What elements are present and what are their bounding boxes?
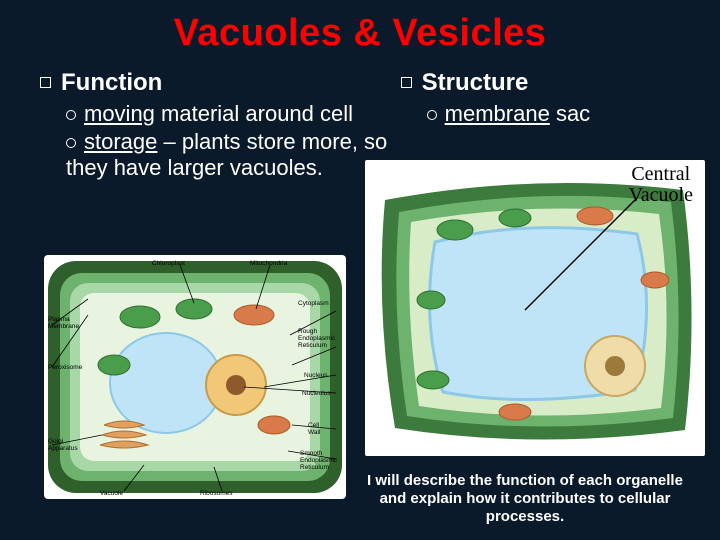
structure-heading-text: Structure xyxy=(422,69,529,96)
circle-bullet-icon xyxy=(66,110,76,120)
svg-text:Rough: Rough xyxy=(298,328,318,335)
svg-text:Ribosomes: Ribosomes xyxy=(200,490,233,497)
svg-text:Wall: Wall xyxy=(308,429,321,436)
svg-text:Chloroplast: Chloroplast xyxy=(152,260,185,267)
item-underlined: moving xyxy=(84,101,155,126)
label-line2: Vacuole xyxy=(629,184,693,206)
list-item: membrane sac xyxy=(427,101,692,127)
footer-objective: I will describe the function of each org… xyxy=(360,472,690,526)
svg-text:Nucleus: Nucleus xyxy=(304,372,328,379)
item-rest: material around cell xyxy=(155,101,353,126)
function-heading: Function xyxy=(40,69,393,97)
svg-text:Reticulum: Reticulum xyxy=(300,464,329,471)
svg-text:Apparatus: Apparatus xyxy=(48,445,78,452)
svg-text:Cytoplasm: Cytoplasm xyxy=(298,300,329,307)
svg-text:Cell: Cell xyxy=(308,422,320,429)
svg-text:Golgi: Golgi xyxy=(48,438,63,445)
function-list: moving material around cell storage – pl… xyxy=(40,101,393,181)
svg-text:Endoplasmic: Endoplasmic xyxy=(298,335,336,342)
svg-text:Smooth: Smooth xyxy=(300,450,323,457)
square-bullet-icon xyxy=(401,77,412,88)
item-underlined: storage xyxy=(84,129,157,154)
square-bullet-icon xyxy=(40,77,51,88)
slide-title: Vacuoles & Vesicles xyxy=(0,0,720,55)
circle-bullet-icon xyxy=(66,138,76,148)
structure-list: membrane sac xyxy=(401,101,692,127)
slide: Vacuoles & Vesicles Function moving mate… xyxy=(0,0,720,540)
list-item: moving material around cell xyxy=(66,101,393,127)
svg-text:Vacuole: Vacuole xyxy=(100,490,123,497)
svg-text:Reticulum: Reticulum xyxy=(298,342,327,349)
function-heading-text: Function xyxy=(61,69,162,96)
circle-bullet-icon xyxy=(427,110,437,120)
function-column: Function moving material around cell sto… xyxy=(40,69,393,183)
item-underlined: membrane xyxy=(445,101,550,126)
plant-cell-svg: Chloroplast Mitochondria Cytoplasm Rough… xyxy=(44,255,346,499)
svg-text:Nucleolus: Nucleolus xyxy=(302,390,331,397)
structure-heading: Structure xyxy=(401,69,692,97)
plant-cell-diagram: Chloroplast Mitochondria Cytoplasm Rough… xyxy=(44,255,346,499)
svg-text:Peroxisome: Peroxisome xyxy=(48,364,83,371)
svg-text:Plasma: Plasma xyxy=(48,316,70,323)
item-rest: sac xyxy=(550,101,590,126)
central-vacuole-label: Central Vacuole xyxy=(629,164,693,206)
svg-text:Mitochondria: Mitochondria xyxy=(250,260,288,267)
list-item: storage – plants store more, so they hav… xyxy=(66,129,393,181)
central-vacuole-diagram: Central Vacuole xyxy=(365,160,705,456)
svg-text:Endoplasmic: Endoplasmic xyxy=(300,457,338,464)
svg-text:Membrane: Membrane xyxy=(48,323,79,330)
label-line1: Central xyxy=(631,163,690,185)
